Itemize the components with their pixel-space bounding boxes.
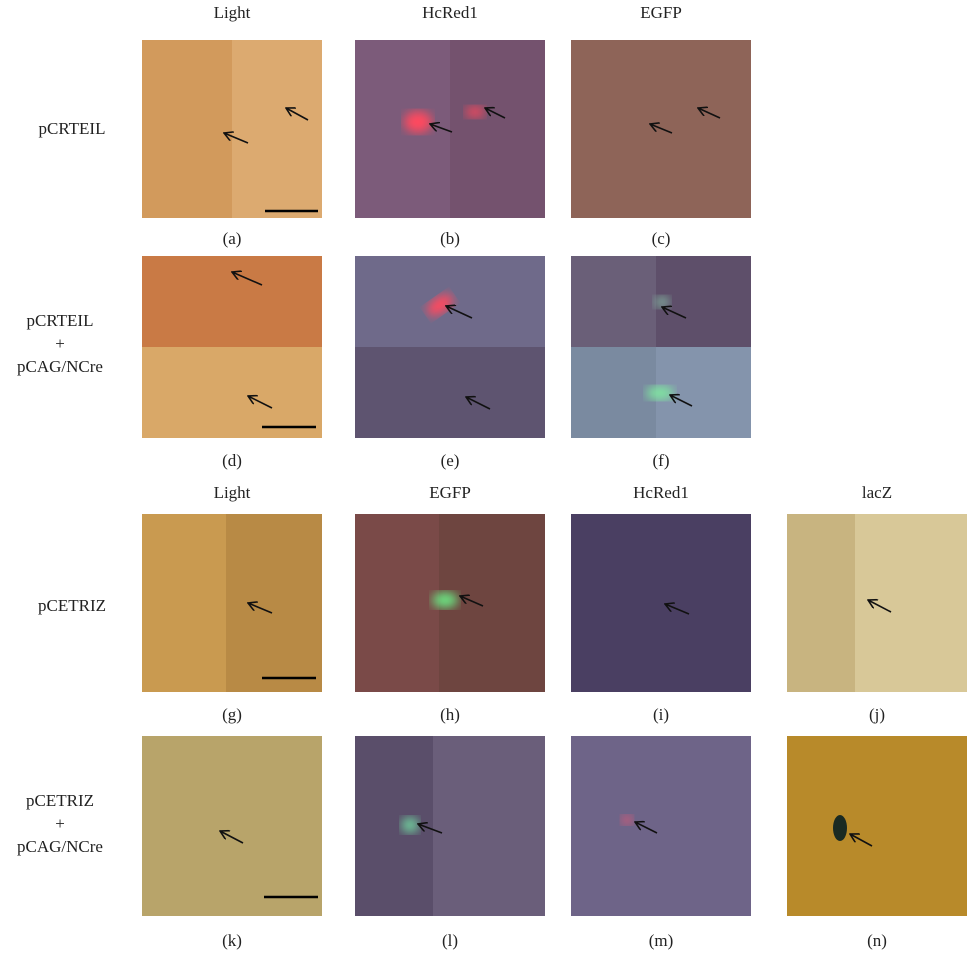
column-header: EGFP: [640, 3, 682, 22]
panel-d: [142, 256, 322, 438]
panel-label: (b): [440, 229, 460, 248]
column-header: lacZ: [862, 483, 892, 502]
panel-c: [571, 40, 751, 218]
panel-label: (n): [867, 931, 887, 950]
row-label: pCRTEIL: [27, 311, 94, 330]
panel-label: (i): [653, 705, 669, 724]
column-header: Light: [214, 3, 251, 22]
panel-label: (l): [442, 931, 458, 950]
panel-i: [571, 514, 751, 692]
panel-label: (j): [869, 705, 885, 724]
panel-label: (f): [653, 451, 670, 470]
panel-f: [571, 256, 751, 438]
figure: Light HcRed1 EGFP Light EGFP HcRed1 lacZ…: [0, 0, 967, 957]
panel-e: [355, 256, 545, 438]
panel-l: [355, 736, 545, 916]
panel-label: (d): [222, 451, 242, 470]
column-header: HcRed1: [633, 483, 689, 502]
panel-label: (h): [440, 705, 460, 724]
panel-label: (c): [652, 229, 671, 248]
row-label: +: [55, 814, 65, 833]
panel-g: [142, 514, 322, 692]
panel-label: (e): [441, 451, 460, 470]
column-header: HcRed1: [422, 3, 478, 22]
row-label: pCETRIZ: [26, 791, 94, 810]
panel-a: [142, 40, 322, 218]
panel-label: (a): [223, 229, 242, 248]
panel-label: (k): [222, 931, 242, 950]
row-label: pCETRIZ: [38, 596, 106, 615]
panel-k: [142, 736, 322, 916]
panel-h: [355, 514, 545, 692]
row-label: pCAG/NCre: [17, 357, 103, 376]
column-header: EGFP: [429, 483, 471, 502]
panel-label: (g): [222, 705, 242, 724]
panel-b: [355, 40, 545, 218]
row-label: pCRTEIL: [39, 119, 106, 138]
panel-j: [787, 514, 967, 692]
row-label: pCAG/NCre: [17, 837, 103, 856]
row-label: +: [55, 334, 65, 353]
panel-label: (m): [649, 931, 674, 950]
column-header: Light: [214, 483, 251, 502]
panel-m: [571, 736, 751, 916]
panel-n: [787, 736, 967, 916]
